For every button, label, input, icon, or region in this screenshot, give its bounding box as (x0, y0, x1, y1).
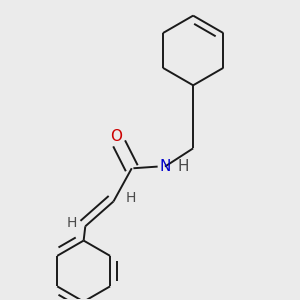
Text: H: H (126, 191, 136, 205)
Text: H: H (177, 159, 189, 174)
Text: O: O (110, 129, 122, 144)
Text: H: H (66, 216, 76, 230)
Text: N: N (159, 159, 171, 174)
